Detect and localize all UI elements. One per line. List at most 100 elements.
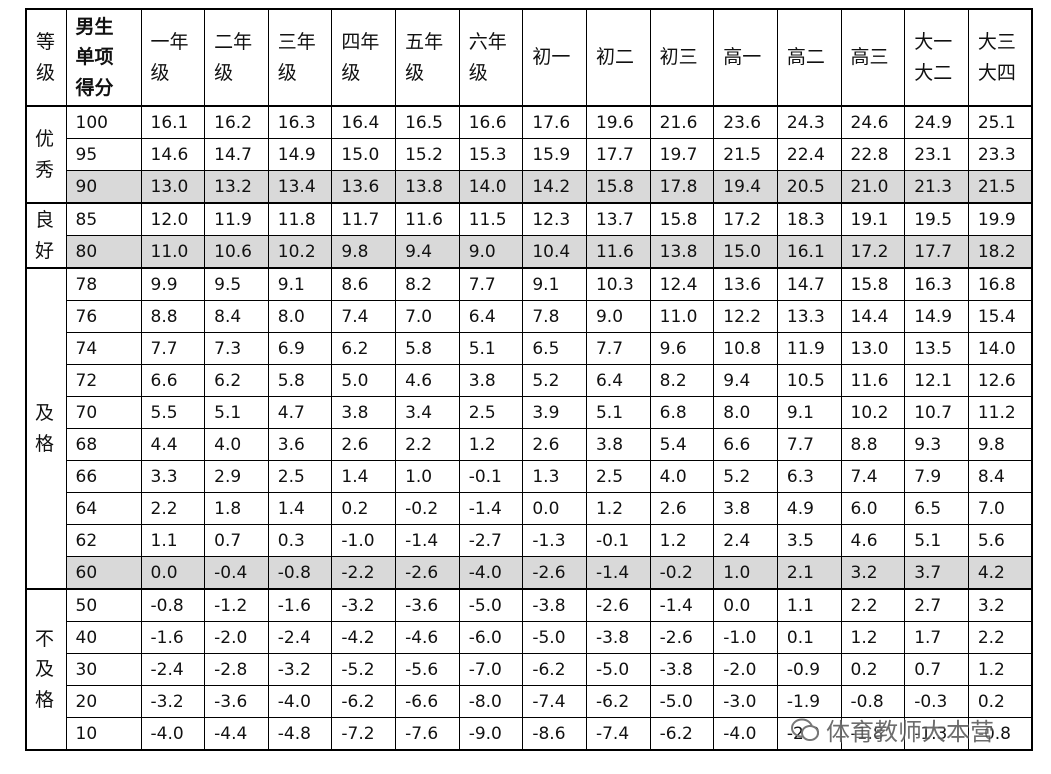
value-cell: 6.2 (331, 332, 397, 365)
value-cell: 9.4 (395, 235, 460, 269)
value-cell: 1.2 (840, 621, 906, 654)
value-cell: 17.8 (649, 170, 715, 204)
header-cell: 二年级 (204, 8, 269, 107)
value-cell: 9.0 (458, 235, 524, 269)
value-cell: 1.2 (649, 524, 715, 557)
group-label: 及格 (35, 402, 55, 455)
value-cell: 12.0 (140, 202, 206, 236)
value-cell: 12.3 (522, 202, 587, 236)
value-cell: -2.2 (331, 556, 397, 590)
value-cell: 7.0 (967, 492, 1033, 525)
value-cell: -3.2 (331, 588, 397, 622)
score-cell: 40 (65, 621, 142, 654)
value-cell: 7.0 (395, 300, 460, 333)
value-cell: 1.2 (967, 653, 1033, 686)
value-cell: 16.2 (204, 105, 269, 139)
value-cell: 15.2 (395, 138, 460, 171)
value-cell: 0.0 (522, 492, 587, 525)
value-cell: 2.2 (967, 621, 1033, 654)
value-cell: 18.3 (776, 202, 842, 236)
value-cell: 22.4 (776, 138, 842, 171)
value-cell: 6.5 (904, 492, 969, 525)
table-row: 不及格 50 -0.8 -1.2 -1.6 -3.2 -3.6 -5.0 -3.8 -2.6 -1.… (25, 588, 1033, 751)
value-cell: 16.1 (776, 235, 842, 269)
value-cell: 2.5 (458, 396, 524, 429)
value-cell: 19.9 (967, 202, 1033, 236)
header-cell: 高一 (713, 8, 778, 107)
value-cell: 16.4 (331, 105, 397, 139)
value-cell: -3.8 (522, 588, 587, 622)
value-cell: 3.9 (522, 396, 587, 429)
value-cell: 10.2 (267, 235, 333, 269)
value-cell: 17.7 (904, 235, 969, 269)
value-cell: -4.0 (140, 717, 206, 751)
score-cell: 95 (65, 138, 142, 171)
value-cell: 2.7 (904, 588, 969, 622)
value-cell: -0.3 (904, 685, 969, 718)
value-cell: -8.6 (522, 717, 587, 751)
value-cell: 5.1 (458, 332, 524, 365)
value-cell: -2.6 (649, 621, 715, 654)
value-cell: 16.5 (395, 105, 460, 139)
value-cell: -1.4 (649, 588, 715, 622)
value-cell: 7.3 (204, 332, 269, 365)
value-cell: 19.1 (840, 202, 906, 236)
value-cell: 3.6 (267, 428, 333, 461)
value-cell: 4.0 (649, 460, 715, 493)
value-cell: 3.8 (458, 364, 524, 397)
score-table: 等级 男生单项得分 一年级 二年级 三年级 四年级 五年级 六年级 初一 初二 初三 高一 高二 高三… (25, 8, 1033, 751)
score-cell: 78 (65, 267, 142, 301)
value-cell: 11.6 (585, 235, 651, 269)
value-cell: 2.9 (204, 460, 269, 493)
header-cell: 五年级 (395, 8, 460, 107)
value-cell: -2.6 (522, 556, 587, 590)
value-cell: 4.6 (395, 364, 460, 397)
group-label: 良好 (35, 209, 55, 262)
value-cell: 6.8 (649, 396, 715, 429)
value-cell: 9.4 (713, 364, 778, 397)
value-cell: -1.9 (776, 685, 842, 718)
header-cell: 等级 (25, 8, 67, 107)
value-cell: -1.3 (904, 717, 969, 751)
value-cell: -2.8 (204, 653, 269, 686)
value-cell: -2.4 (267, 621, 333, 654)
value-cell: -1.2 (204, 588, 269, 622)
score-cell: 80 (65, 235, 142, 269)
value-cell: -4.2 (331, 621, 397, 654)
value-cell: 21.6 (649, 105, 715, 139)
value-cell: 11.0 (649, 300, 715, 333)
column-label: 初二 (595, 46, 634, 69)
value-cell: 1.4 (331, 460, 397, 493)
value-cell: 12.6 (967, 364, 1033, 397)
value-cell: 3.2 (840, 556, 906, 590)
value-cell: 7.9 (904, 460, 969, 493)
value-cell: 16.1 (140, 105, 206, 139)
value-cell: -0.8 (267, 556, 333, 590)
value-cell: 4.0 (204, 428, 269, 461)
value-cell: 23.6 (713, 105, 778, 139)
value-cell: -0.2 (649, 556, 715, 590)
value-cell: 6.0 (840, 492, 906, 525)
value-cell: 15.8 (585, 170, 651, 204)
value-cell: -7.4 (585, 717, 651, 751)
value-cell: 3.3 (140, 460, 206, 493)
value-cell: 1.1 (140, 524, 206, 557)
value-cell: 5.5 (140, 396, 206, 429)
group-cell: 及格 (25, 267, 67, 590)
value-cell: 23.3 (967, 138, 1033, 171)
value-cell: -4.0 (713, 717, 778, 751)
value-cell: 0.1 (776, 621, 842, 654)
value-cell: -2.6 (585, 588, 651, 622)
value-cell: -2.7 (458, 524, 524, 557)
value-cell: -1.4 (395, 524, 460, 557)
value-cell: 1.3 (522, 460, 587, 493)
value-cell: 9.1 (522, 267, 587, 301)
value-cell: 25.1 (967, 105, 1033, 139)
column-label: 高一 (723, 46, 762, 69)
value-cell: 13.0 (840, 332, 906, 365)
value-cell: 14.7 (776, 267, 842, 301)
value-cell: -3.2 (140, 685, 206, 718)
value-cell: 8.0 (267, 300, 333, 333)
value-cell: 16.3 (904, 267, 969, 301)
value-cell: 0.2 (331, 492, 397, 525)
